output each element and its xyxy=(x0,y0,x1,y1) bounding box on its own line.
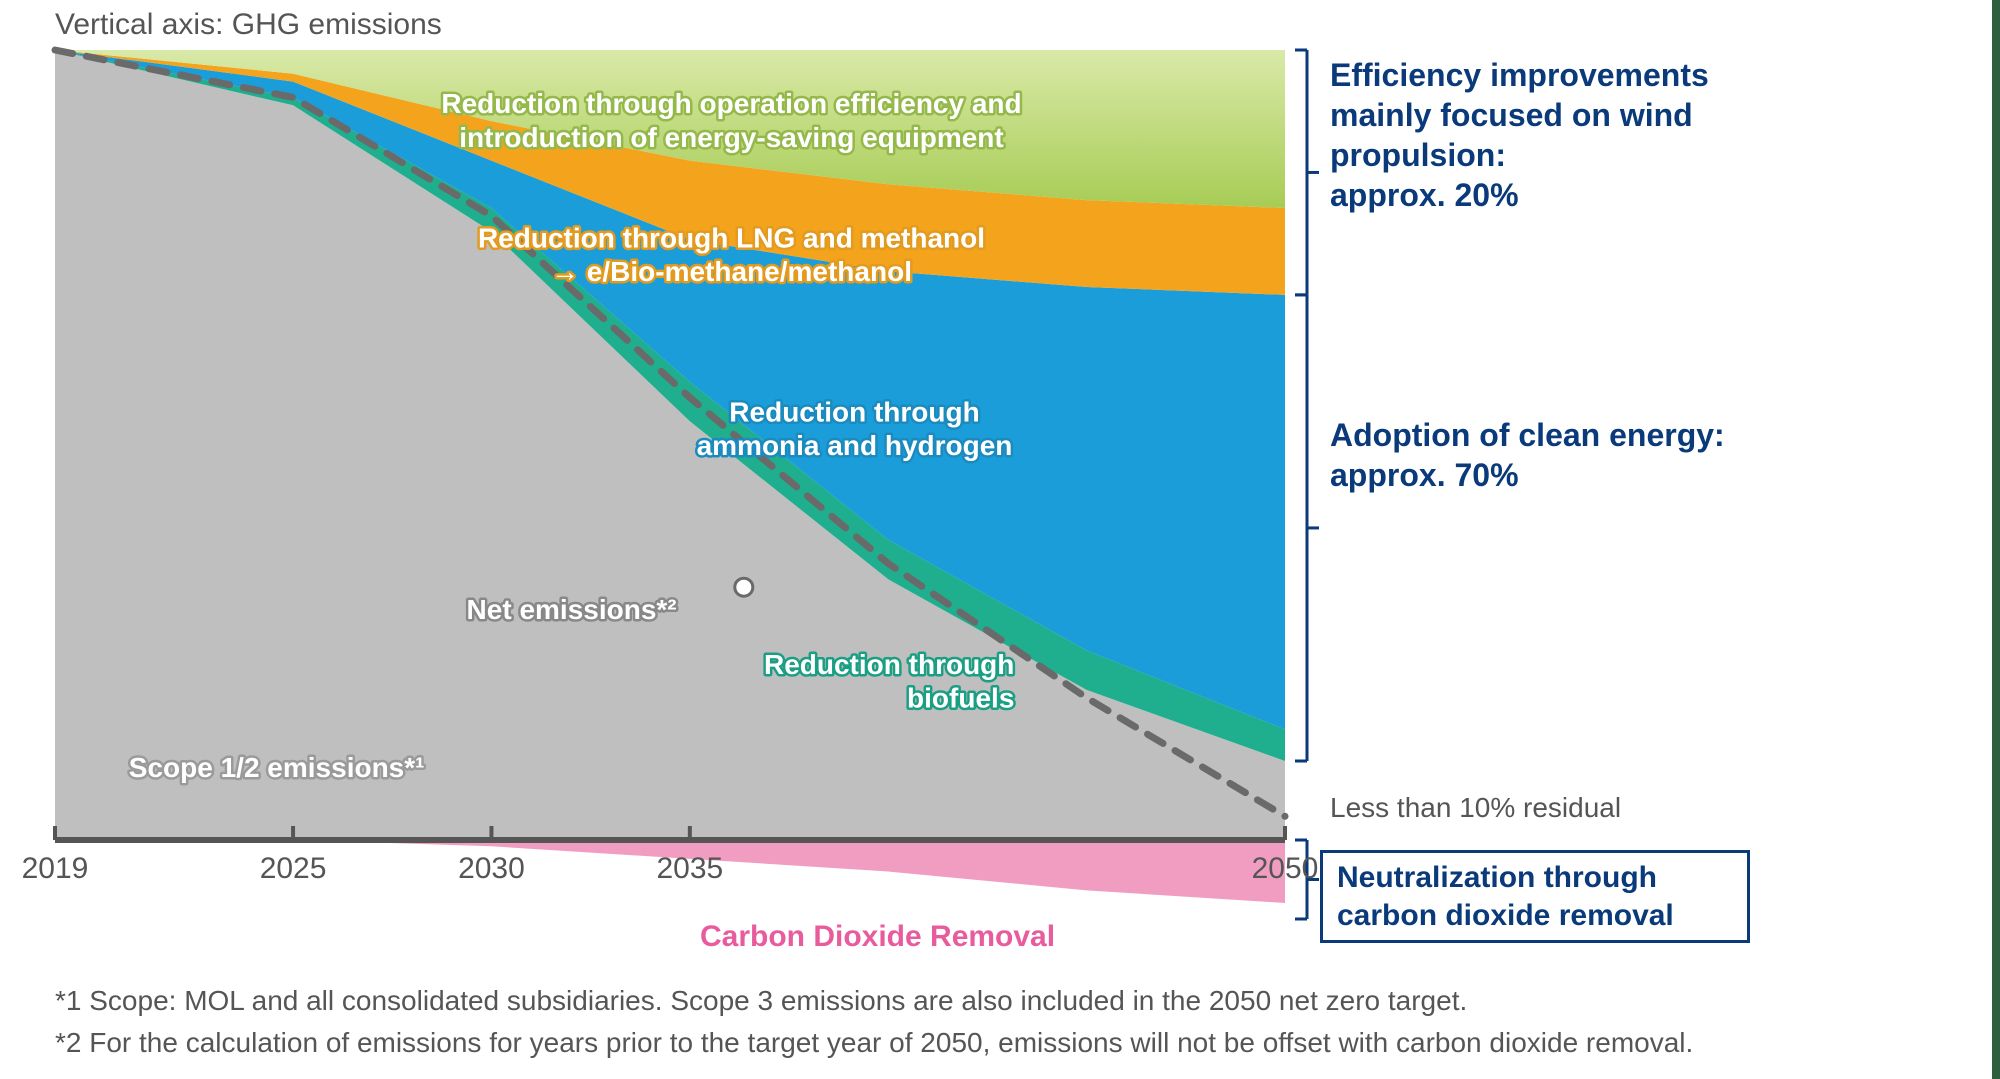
svg-text:Net emissions*²: Net emissions*² xyxy=(467,594,677,625)
footnote-2: *2 For the calculation of emissions for … xyxy=(55,1022,1693,1064)
chart-canvas: Reduction through operation efficiency a… xyxy=(55,50,1285,840)
y-axis-label: Vertical axis: GHG emissions xyxy=(55,8,442,42)
cdr-label: Carbon Dioxide Removal xyxy=(700,920,1055,954)
footnotes: *1 Scope: MOL and all consolidated subsi… xyxy=(55,980,1693,1064)
x-tick-2050: 2050 xyxy=(1252,852,1319,886)
ghg-pathway-chart: Vertical axis: GHG emissions Reduction t… xyxy=(0,0,2000,1079)
x-tick-2019: 2019 xyxy=(22,852,89,886)
x-tick-2035: 2035 xyxy=(656,852,723,886)
annot-neutralization: Neutralization throughcarbon dioxide rem… xyxy=(1320,850,1750,943)
x-tick-2025: 2025 xyxy=(260,852,327,886)
x-tick-2030: 2030 xyxy=(458,852,525,886)
annot-efficiency: Efficiency improvementsmainly focused on… xyxy=(1330,55,1709,215)
footnote-1: *1 Scope: MOL and all consolidated subsi… xyxy=(55,980,1693,1022)
svg-text:Scope 1/2 emissions*¹: Scope 1/2 emissions*¹ xyxy=(129,752,425,783)
page-accent-border xyxy=(1992,0,2000,1079)
annot-clean-energy: Adoption of clean energy:approx. 70% xyxy=(1330,415,1725,495)
annot-residual: Less than 10% residual xyxy=(1330,790,1621,825)
